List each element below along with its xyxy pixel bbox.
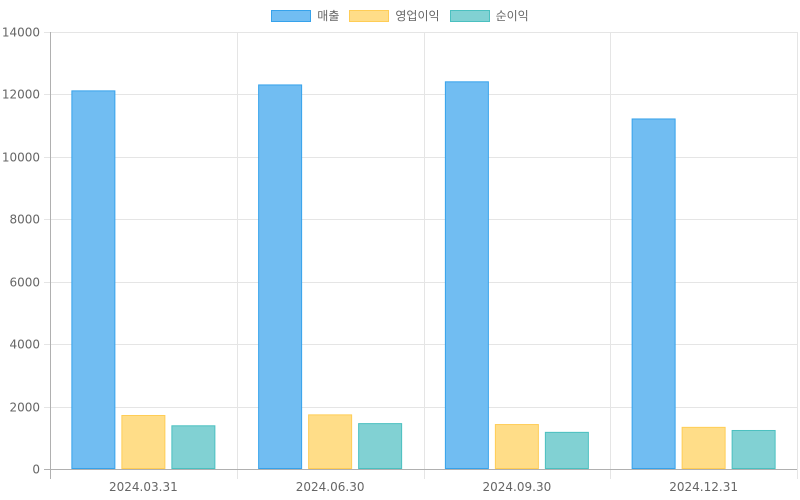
bar-net-profit: [731, 429, 776, 470]
bars: [71, 81, 776, 470]
y-tick-label: 14000: [2, 26, 40, 40]
legend-label-net-profit: 순이익: [495, 9, 529, 23]
y-tick-label: 12000: [2, 88, 40, 102]
legend-label-sales: 매출: [317, 9, 340, 23]
bar-net-profit: [171, 425, 216, 469]
bar-operating-profit: [308, 414, 353, 469]
axes: [44, 32, 798, 479]
tick-labels: 0 2000 4000 6000 8000 10000 12000 14000 2024.03.…: [2, 26, 738, 495]
bar-sales: [631, 118, 676, 470]
gridlines: [50, 32, 798, 469]
y-tick-label: 6000: [9, 276, 40, 290]
bar-operating-profit: [494, 424, 539, 469]
y-tick-label: 0: [32, 463, 40, 477]
x-tick-label: 2024.12.31: [669, 480, 738, 494]
y-tick-label: 2000: [9, 401, 40, 415]
bar-sales: [258, 84, 303, 469]
legend-item-operating-profit[interactable]: 영업이익: [349, 7, 440, 24]
chart-legend: 매출 영업이익 순이익: [0, 7, 800, 24]
y-tick-label: 8000: [9, 213, 40, 227]
bar-sales: [71, 90, 116, 469]
bar-operating-profit: [121, 414, 166, 470]
bar-operating-profit: [681, 426, 726, 470]
legend-label-operating-profit: 영업이익: [395, 9, 440, 23]
y-tick-label: 10000: [2, 151, 40, 165]
y-tick-label: 4000: [9, 338, 40, 352]
x-tick-label: 2024.06.30: [296, 480, 365, 494]
legend-item-sales[interactable]: 매출: [271, 7, 339, 24]
legend-swatch-net-profit: [449, 9, 490, 22]
x-tick-label: 2024.09.30: [483, 480, 552, 494]
bar-sales: [444, 81, 489, 469]
bar-net-profit: [358, 423, 403, 469]
bar-net-profit: [544, 431, 589, 470]
legend-item-net-profit[interactable]: 순이익: [449, 7, 529, 24]
legend-swatch-operating-profit: [349, 9, 390, 22]
legend-swatch-sales: [271, 9, 312, 22]
x-tick-label: 2024.03.31: [109, 480, 178, 494]
